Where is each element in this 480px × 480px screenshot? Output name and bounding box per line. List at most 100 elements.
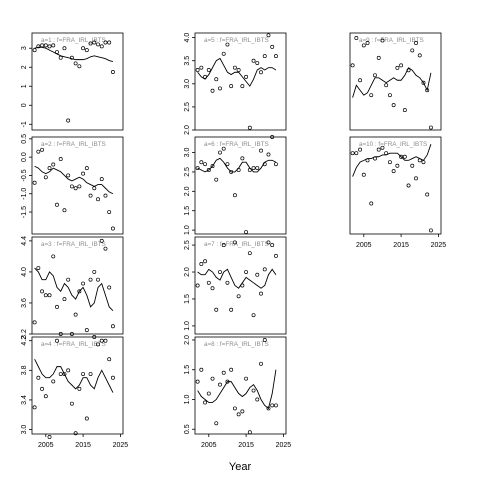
observed-point [103, 193, 108, 198]
observed-point [62, 297, 67, 302]
observed-point [229, 84, 234, 89]
observed-point [266, 406, 271, 411]
panel-a4: a=4 : f=FRA_IRL_IBTS 3.0 3.4 3.8 4.2 2005 2015… [21, 335, 128, 449]
panel-title: a=4 : f=FRA_IRL_IBTS [41, 341, 106, 348]
observed-point [210, 164, 215, 169]
observed-point [77, 64, 82, 69]
observed-point [384, 83, 389, 88]
panel-frame [349, 32, 442, 131]
observed-point [92, 186, 97, 191]
observed-point [58, 55, 63, 60]
y-tick-label: -1.0 [21, 188, 28, 200]
panel-frame [31, 336, 124, 435]
observed-point [354, 36, 359, 40]
observed-point [402, 108, 407, 113]
observed-point [259, 291, 263, 296]
y-tick-label: 2.0 [184, 335, 191, 345]
y-tick-label: 4.2 [21, 336, 28, 346]
observed-point [110, 324, 115, 329]
observed-point [270, 44, 275, 49]
observed-point [81, 171, 86, 176]
observed-point [240, 84, 245, 89]
observed-point [62, 372, 67, 376]
observed-point [92, 269, 97, 274]
observed-point [255, 272, 260, 277]
observed-point [406, 183, 411, 188]
x-tick-label: 2025 [431, 242, 447, 249]
observed-point [206, 391, 211, 396]
observed-point [251, 166, 256, 170]
x-tick-label: 2015 [393, 242, 409, 249]
y-tick-label: 3 [21, 46, 28, 50]
x-tick-label: 2025 [113, 442, 129, 449]
observed-point [244, 270, 249, 274]
observed-point [218, 382, 222, 387]
observed-point [199, 65, 204, 70]
observed-point [206, 168, 211, 172]
observed-point [199, 367, 204, 372]
panel-a10: a=10 : f=FRA_IRL_IBTS 2005 2015 2025 [349, 136, 447, 249]
y-tick-label: 3.0 [184, 148, 191, 158]
observed-point [354, 151, 359, 156]
observed-point [210, 286, 215, 291]
observed-point [273, 403, 278, 408]
observed-point [236, 294, 241, 299]
panel-title: a=7 : f=FRA_IRL_IBTS [204, 241, 269, 248]
observed-point [81, 46, 86, 51]
y-tick-label: 2 [21, 65, 28, 69]
fitted-line [197, 57, 277, 87]
observed-point [410, 163, 415, 168]
observed-point [417, 53, 422, 58]
observed-point [55, 50, 59, 54]
observed-point [270, 135, 275, 139]
observed-point [92, 40, 97, 45]
observed-point [43, 293, 48, 298]
observed-point [232, 193, 237, 198]
observed-point [96, 197, 100, 202]
observed-point [40, 386, 45, 391]
y-tick-label: 1.5 [184, 206, 191, 216]
observed-point [110, 226, 115, 231]
observed-point [244, 230, 249, 235]
observed-point [32, 180, 37, 185]
observed-point [387, 160, 392, 165]
observed-point [399, 154, 404, 159]
y-tick-label: 0.5 [184, 424, 191, 434]
observed-point [84, 48, 89, 53]
observed-point [103, 338, 108, 343]
y-tick-label: 2.5 [184, 167, 191, 177]
observed-point [51, 162, 56, 167]
observed-point [273, 162, 278, 167]
observed-point [369, 201, 374, 206]
fitted-line [34, 359, 114, 393]
y-tick-label: 3.6 [21, 298, 28, 308]
observed-point [369, 93, 374, 98]
observed-point [36, 44, 41, 49]
observed-point [395, 65, 400, 70]
y-tick-label: 0.0 [21, 152, 28, 162]
observed-point [395, 163, 400, 168]
observed-point [421, 80, 426, 85]
observed-point [107, 210, 112, 214]
panel-title: a=9 : f=FRA_IRL_IBTS [359, 37, 424, 44]
observed-point [236, 412, 241, 417]
observed-point [199, 261, 204, 266]
observed-point [55, 202, 59, 207]
observed-point [214, 421, 219, 426]
observed-point [107, 285, 112, 290]
observed-point [399, 63, 404, 68]
fitted-line [34, 165, 114, 195]
observed-point [99, 44, 104, 49]
observed-point [417, 158, 422, 163]
observed-point [259, 148, 263, 153]
observed-point [414, 176, 418, 181]
y-tick-label: 4.0 [21, 267, 28, 277]
observed-point [262, 162, 267, 167]
panel-title: a=6 : f=FRA_IRL_IBTS [204, 141, 269, 148]
panel-a6: a=6 : f=FRA_IRL_IBTS 1.0 1.5 2.0 2.5 3.0 [184, 135, 287, 235]
observed-point [51, 254, 56, 259]
y-tick-label: 4.0 [184, 33, 191, 43]
panel-title: a=10 : f=FRA_IRL_IBTS [359, 141, 427, 148]
observed-point [391, 103, 396, 108]
y-tick-label: 3.5 [184, 56, 191, 66]
